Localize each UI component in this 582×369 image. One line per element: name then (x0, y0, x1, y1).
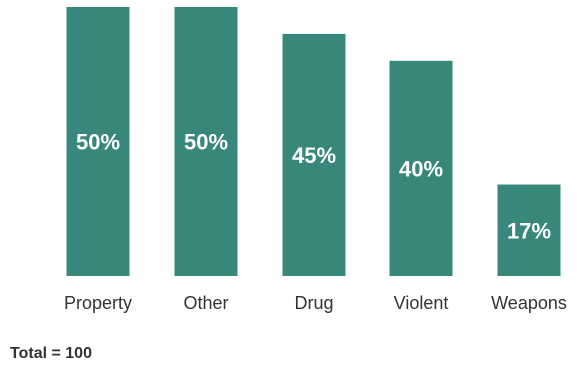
category-label: Violent (394, 293, 449, 313)
bar-other (174, 7, 238, 276)
bar-violent (389, 60, 453, 276)
bar-value-label: 45% (292, 143, 336, 168)
bar-drug (282, 33, 346, 277)
bar-property (66, 7, 130, 276)
category-label: Drug (294, 293, 333, 313)
bar-weapons (497, 184, 561, 276)
bar-value-label: 40% (399, 156, 443, 181)
total-note: Total = 100 (10, 345, 92, 362)
bar-value-label: 17% (507, 218, 551, 243)
category-label: Weapons (491, 293, 567, 313)
bar-value-label: 50% (76, 130, 120, 155)
bar-value-label: 50% (184, 130, 228, 155)
category-label: Other (183, 293, 228, 313)
category-label: Property (64, 293, 132, 313)
